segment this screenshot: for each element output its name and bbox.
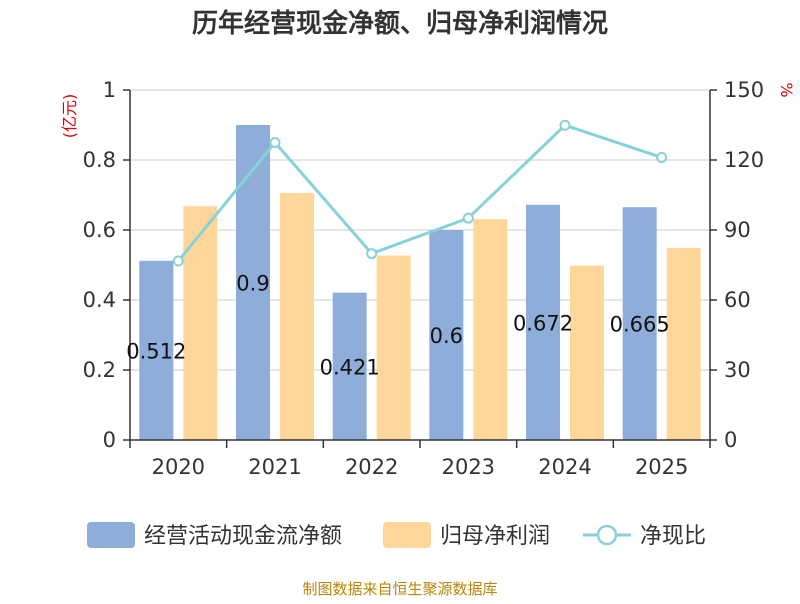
legend-label: 归母净利润: [440, 524, 550, 549]
bar-net-profit: [473, 219, 508, 440]
ratio-point: [366, 248, 378, 260]
ratio-point: [656, 151, 668, 163]
ratio-line: [177, 123, 663, 262]
legend-swatch: [87, 522, 135, 548]
bar-cashflow: [236, 125, 270, 440]
x-tick-label: 2021: [248, 455, 301, 479]
data-label: 0.421: [320, 355, 380, 379]
y-right-tick-label: 90: [724, 218, 751, 242]
ratio-point: [462, 212, 474, 224]
data-label: 0.6: [430, 324, 463, 348]
y-right-tick-label: 150: [724, 78, 764, 102]
x-tick-label: 2020: [152, 455, 205, 479]
line-layer: [172, 119, 668, 267]
ratio-point: [559, 119, 571, 131]
bar-net-profit: [666, 247, 701, 440]
y-right-axis-label: %: [777, 82, 796, 97]
data-label: 0.512: [126, 339, 186, 363]
y-right-tick-label: 60: [724, 288, 751, 312]
bar-cashflow: [526, 204, 560, 440]
y-left-tick-label: 0.2: [83, 358, 116, 382]
source-note: 制图数据来自恒生聚源数据库: [302, 580, 497, 598]
y-right-tick-label: 30: [724, 358, 751, 382]
legend-ratio[interactable]: 净现比: [583, 524, 706, 549]
ratio-point: [269, 137, 281, 148]
y-left-tick-label: 1: [103, 78, 116, 102]
bar-cashflow: [622, 207, 657, 440]
x-tick-label: 2022: [345, 455, 398, 479]
data-label: 0.665: [610, 313, 670, 337]
data-label: 0.672: [513, 311, 573, 335]
y-left-tick-label: 0.8: [83, 148, 116, 172]
bar-net-profit: [183, 206, 218, 440]
y-left-tick-label: 0.6: [83, 218, 116, 242]
legend-swatch: [383, 522, 431, 548]
axes: 0 0.2 0.4 0.6 0.8 1 0 30 60 90 120 150 2020 2021 2022 2…: [60, 78, 796, 479]
x-tick-label: 2025: [635, 455, 688, 479]
bar-net-profit: [376, 255, 411, 440]
x-tick-label: 2024: [538, 455, 591, 479]
bar-cashflow: [332, 292, 367, 440]
ratio-point: [172, 255, 184, 267]
bar-net-profit: [570, 265, 604, 440]
legend-label: 经营活动现金流净额: [144, 524, 342, 549]
chart-title: 历年经营现金净额、归母净利润情况: [192, 8, 608, 39]
y-left-tick-label: 0.4: [83, 288, 116, 312]
legend-net-profit[interactable]: 归母净利润: [383, 522, 550, 549]
y-left-axis-label: (亿元): [60, 94, 79, 139]
bar-cashflow: [429, 230, 464, 440]
y-left-tick-label: 0: [103, 428, 116, 452]
bar-cashflow: [139, 260, 174, 440]
bar-layer: [139, 125, 701, 440]
x-tick-label: 2023: [442, 455, 495, 479]
data-label: 0.9: [236, 272, 269, 296]
y-right-tick-label: 120: [724, 148, 764, 172]
bar-net-profit: [280, 192, 314, 440]
y-right-tick-label: 0: [724, 428, 737, 452]
data-labels: 0.512 0.9 0.421 0.6 0.672 0.665: [126, 272, 669, 380]
legend-marker: [596, 524, 618, 546]
legend-cashflow[interactable]: 经营活动现金流净额: [87, 522, 342, 549]
legend-label: 净现比: [640, 524, 706, 549]
legend[interactable]: 经营活动现金流净额 归母净利润 净现比: [87, 522, 706, 549]
